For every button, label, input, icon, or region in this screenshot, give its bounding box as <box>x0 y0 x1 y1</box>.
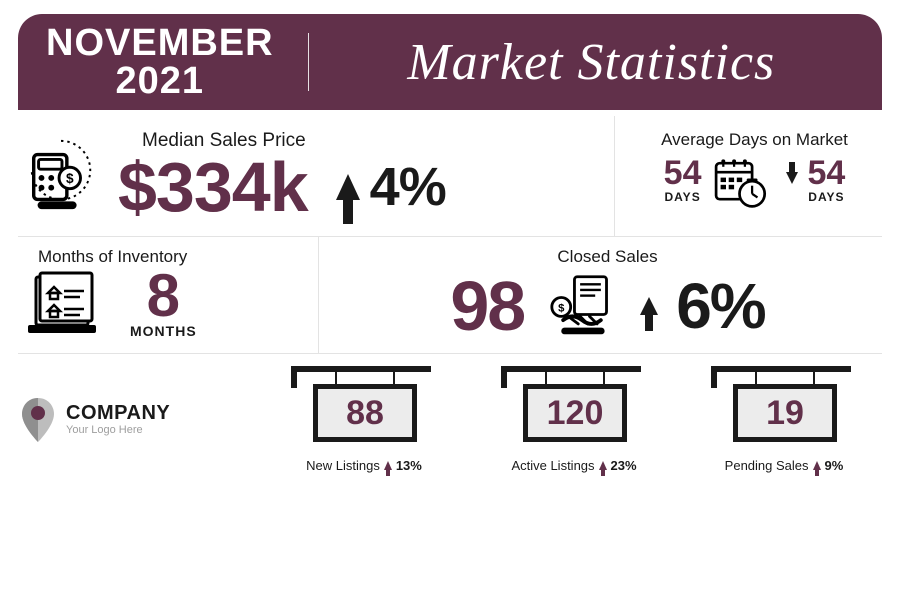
adom-left-value: 54 <box>664 156 702 190</box>
sign-change-pct: 9% <box>825 458 844 473</box>
sign-new-listings: 88 New Listings 13% <box>266 366 462 473</box>
map-pin-icon <box>18 396 58 444</box>
arrow-up-icon <box>384 461 392 470</box>
adom-left: 54 DAYS <box>664 156 702 204</box>
sign-value: 120 <box>547 394 604 433</box>
sign-icon: 120 <box>499 366 649 454</box>
adom-label: Average Days on Market <box>661 130 848 150</box>
company-name: COMPANY <box>66 402 170 424</box>
header-date: NOVEMBER 2021 <box>46 24 308 100</box>
arrow-up-icon <box>640 297 658 315</box>
row-1: $ Median Sales Price $334k 4% Average Da… <box>18 116 882 237</box>
svg-text:$: $ <box>66 171 74 186</box>
calendar-clock-icon <box>712 156 776 210</box>
calculator-icon: $ <box>22 137 100 215</box>
sign-change-pct: 23% <box>611 458 637 473</box>
adom-left-unit: DAYS <box>664 190 702 204</box>
arrow-up-icon <box>336 174 360 200</box>
svg-text:$: $ <box>558 303 565 315</box>
header-title: Market Statistics <box>309 33 854 92</box>
header-year: 2021 <box>46 62 274 100</box>
closed-sales-label: Closed Sales <box>557 247 657 267</box>
adom-right-unit: DAYS <box>808 190 846 204</box>
report-house-icon <box>22 269 102 339</box>
sign-icon: 88 <box>289 366 439 454</box>
msp-change-pct: 4% <box>370 156 446 218</box>
sign-pending-sales: 19 Pending Sales 9% <box>686 366 882 473</box>
adom-right-value: 54 <box>808 156 846 190</box>
sign-label: Active Listings <box>511 458 594 473</box>
msp-text-block: Median Sales Price $334k 4% <box>118 130 446 222</box>
moi-value: 8 <box>130 269 197 323</box>
sign-change-pct: 13% <box>396 458 422 473</box>
sign-label: Pending Sales <box>725 458 809 473</box>
infographic-page: NOVEMBER 2021 Market Statistics $ Median… <box>0 0 900 600</box>
msp-change: 4% <box>336 156 446 218</box>
company-subtitle: Your Logo Here <box>66 424 170 436</box>
handshake-contract-icon: $ <box>542 273 622 339</box>
months-of-inventory-section: Months of Inventory 8 MON <box>18 237 318 353</box>
sign-label: New Listings <box>306 458 380 473</box>
sign-value: 19 <box>766 394 804 433</box>
moi-value-block: 8 MONTHS <box>130 269 197 339</box>
arrow-up-icon <box>813 461 821 470</box>
arrow-up-icon <box>599 461 607 470</box>
row-3: COMPANY Your Logo Here 88 New Listings 1… <box>18 354 882 473</box>
closed-sales-value: 98 <box>450 275 524 338</box>
sign-value: 88 <box>346 394 384 433</box>
header-bar: NOVEMBER 2021 Market Statistics <box>18 14 882 110</box>
median-sales-price-section: $ Median Sales Price $334k 4% <box>18 116 614 236</box>
msp-value: $334k <box>118 152 308 222</box>
company-logo-block: COMPANY Your Logo Here <box>18 396 252 444</box>
avg-days-on-market-section: Average Days on Market 54 DAYS <box>614 116 882 236</box>
header-month: NOVEMBER <box>46 24 274 62</box>
sign-active-listings: 120 Active Listings 23% <box>476 366 672 473</box>
closed-sales-section: Closed Sales 98 $ 6% <box>318 237 882 353</box>
arrow-down-icon <box>786 172 798 184</box>
row-2: Months of Inventory 8 MON <box>18 237 882 354</box>
moi-unit: MONTHS <box>130 323 197 339</box>
sign-icon: 19 <box>709 366 859 454</box>
adom-right: 54 DAYS <box>808 156 846 204</box>
closed-sales-change-pct: 6% <box>676 269 765 343</box>
